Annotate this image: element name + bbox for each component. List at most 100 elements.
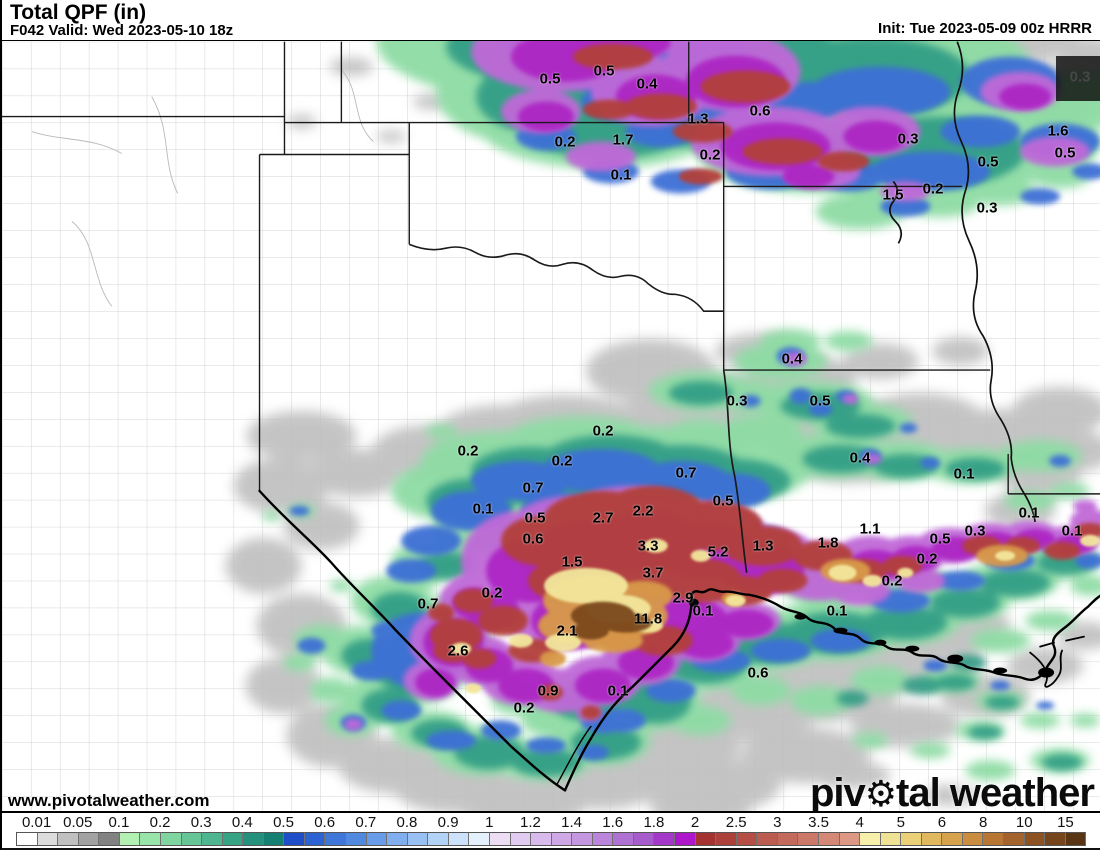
precip-value-label: 0.2 bbox=[922, 180, 944, 198]
colorbar-tick-label: 1 bbox=[485, 814, 494, 831]
precip-value-label: 0.2 bbox=[481, 584, 503, 602]
precip-value-label: 1.5 bbox=[882, 186, 904, 204]
precip-value-label: 0.5 bbox=[593, 62, 615, 80]
colorbar-cell bbox=[942, 832, 963, 846]
colorbar-tick-label: 0.1 bbox=[108, 814, 130, 831]
colorbar-cell bbox=[284, 832, 305, 846]
precip-value-label: 0.5 bbox=[977, 153, 999, 171]
colorbar-cell bbox=[880, 832, 902, 846]
precip-value-label: 0.6 bbox=[749, 102, 771, 120]
colorbar-cell bbox=[448, 832, 470, 846]
map-canvas[interactable]: 0.5 0.5 0.4 1.3 0.6 0.2 1.7 0.2 0.1 0.3 1.6 0.5 0.5 1… bbox=[2, 40, 1100, 812]
colorbar-cell bbox=[181, 832, 203, 846]
colorbar-cell bbox=[716, 832, 737, 846]
gear-icon: ⚙ bbox=[864, 773, 897, 812]
coastline bbox=[258, 489, 1100, 792]
precip-value-label: 1.3 bbox=[687, 110, 709, 128]
precip-value-label: 1.1 bbox=[859, 520, 881, 538]
forecast-valid-line: F042 Valid: Wed 2023-05-10 18z bbox=[10, 22, 234, 39]
colorbar-tick-label: 1.8 bbox=[643, 814, 665, 831]
precip-value-label: 0.6 bbox=[522, 530, 544, 548]
colorbar-tick-label: 0.01 bbox=[21, 814, 52, 831]
precip-value-label: 0.9 bbox=[537, 682, 559, 700]
colorbar-cell bbox=[510, 832, 532, 846]
colorbar-cell bbox=[160, 832, 182, 846]
colorbar-cell bbox=[1024, 832, 1046, 846]
precip-value-label: 0.2 bbox=[881, 572, 903, 590]
colorbar-cell bbox=[736, 832, 758, 846]
model-init-line: Init: Tue 2023-05-09 00z HRRR bbox=[878, 20, 1092, 37]
colorbar-cell bbox=[1065, 832, 1087, 846]
colorbar-tick-label: 5 bbox=[896, 814, 905, 831]
precip-value-label: 0.1 bbox=[692, 602, 714, 620]
precip-value-label: 0.2 bbox=[916, 550, 938, 568]
colorbar-cell bbox=[613, 832, 634, 846]
precip-value-label: 0.7 bbox=[522, 479, 544, 497]
colorbar-tick-label: 0.2 bbox=[149, 814, 171, 831]
pivotal-weather-logo[interactable]: piv⚙tal weather bbox=[809, 771, 1095, 812]
page-title: Total QPF (in) bbox=[10, 1, 147, 24]
precip-value-label: 0.1 bbox=[1061, 522, 1083, 540]
colorbar-tick-label: 8 bbox=[978, 814, 988, 831]
colorbar-cell bbox=[695, 832, 717, 846]
precip-value-label: 0.2 bbox=[699, 146, 721, 164]
colorbar-cell bbox=[202, 832, 223, 846]
colorbar-tick-label: 0.8 bbox=[396, 814, 418, 831]
colorbar-cell bbox=[222, 832, 244, 846]
precip-value-label: 2.9 bbox=[672, 589, 694, 607]
precip-value-label: 2.6 bbox=[447, 642, 469, 660]
precip-value-label: 3.3 bbox=[637, 537, 659, 555]
colorbar-tick-label: 1.2 bbox=[519, 814, 541, 831]
colorbar-tick-label: 10 bbox=[1015, 814, 1033, 831]
precip-value-label: 5.2 bbox=[707, 543, 729, 561]
precip-value-label: 0.3 bbox=[1069, 68, 1091, 86]
precip-value-label: 0.5 bbox=[929, 530, 951, 548]
precip-value-label: 0.6 bbox=[747, 664, 769, 682]
precip-value-label: 0.4 bbox=[849, 449, 871, 467]
colorbar-cell bbox=[962, 832, 984, 846]
logo-prefix: piv bbox=[809, 771, 866, 812]
precip-value-label: 0.7 bbox=[417, 595, 439, 613]
colorbar-cell bbox=[140, 832, 161, 846]
colorbar-cell bbox=[366, 832, 388, 846]
colorbar-tick-label: 0.9 bbox=[437, 814, 459, 831]
precip-value-label: 0.5 bbox=[809, 392, 831, 410]
colorbar-cell bbox=[777, 832, 799, 846]
precip-value-label: 1.3 bbox=[752, 537, 774, 555]
colorbar-labels: 0.01 0.05 0.1 0.2 0.3 0.4 0.5 0.6 0.7 0.8 0.9 1 1.2 1… bbox=[2, 814, 1100, 832]
colorbar-cell bbox=[346, 832, 367, 846]
colorbar-cell bbox=[16, 832, 38, 846]
precip-colorbar: 0.01 0.05 0.1 0.2 0.3 0.4 0.5 0.6 0.7 0.8 0.9 1 1.2 1… bbox=[2, 811, 1100, 848]
colorbar-cell bbox=[839, 832, 861, 846]
map-header: Total QPF (in) F042 Valid: Wed 2023-05-1… bbox=[2, 0, 1100, 40]
precip-value-label: 2.2 bbox=[632, 502, 654, 520]
precip-value-label: 0.7 bbox=[675, 464, 697, 482]
precip-value-label: 2.1 bbox=[556, 622, 578, 640]
colorbar-cell bbox=[325, 832, 346, 846]
colorbar-tick-label: 3 bbox=[773, 814, 782, 831]
colorbar-cell bbox=[37, 832, 59, 846]
colorbar-cell bbox=[119, 832, 141, 846]
logo-suffix: tal weather bbox=[896, 771, 1095, 812]
precip-value-label: 0.1 bbox=[607, 682, 629, 700]
colorbar-tick-label: 2.5 bbox=[725, 814, 747, 831]
colorbar-cell bbox=[469, 832, 490, 846]
colorbar-tick-label: 15 bbox=[1057, 814, 1074, 831]
colorbar-tick-label: 0.05 bbox=[63, 814, 93, 831]
colorbar-cell bbox=[818, 832, 840, 846]
colorbar-tick-label: 2 bbox=[690, 814, 700, 831]
colorbar-cell bbox=[654, 832, 675, 846]
colorbar-cell bbox=[592, 832, 614, 846]
colorbar-tick-label: 1.4 bbox=[561, 814, 582, 831]
state-borders bbox=[2, 41, 1100, 573]
colorbar-cell bbox=[263, 832, 285, 846]
colorbar-cell bbox=[243, 832, 264, 846]
colorbar-cell bbox=[675, 832, 696, 846]
colorbar-cell bbox=[304, 832, 326, 846]
terrain-river-lines bbox=[31, 69, 374, 307]
colorbar-cell bbox=[58, 832, 79, 846]
precip-value-label: 0.1 bbox=[610, 166, 632, 184]
colorbar-cell bbox=[78, 832, 100, 846]
colorbar-cell bbox=[757, 832, 778, 846]
